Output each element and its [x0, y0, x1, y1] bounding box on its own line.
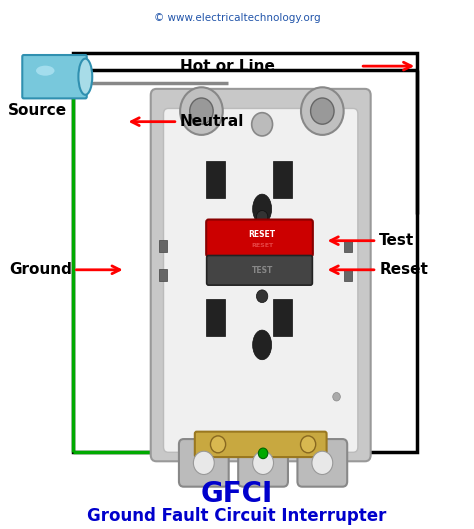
FancyBboxPatch shape: [195, 432, 327, 457]
Ellipse shape: [36, 66, 55, 76]
Bar: [273, 299, 292, 336]
Bar: [206, 299, 225, 336]
Circle shape: [301, 436, 316, 453]
Bar: [206, 161, 225, 198]
Ellipse shape: [253, 330, 272, 360]
FancyBboxPatch shape: [151, 89, 371, 461]
Circle shape: [180, 87, 223, 135]
FancyBboxPatch shape: [164, 108, 358, 452]
FancyBboxPatch shape: [238, 439, 288, 487]
Text: Ground: Ground: [9, 262, 73, 277]
FancyBboxPatch shape: [179, 439, 228, 487]
FancyBboxPatch shape: [22, 55, 87, 98]
Bar: [344, 269, 352, 281]
Text: GFCI: GFCI: [201, 480, 273, 508]
Circle shape: [333, 393, 340, 401]
Text: RESET: RESET: [251, 242, 273, 248]
Circle shape: [252, 113, 273, 136]
Text: Source: Source: [9, 103, 67, 118]
FancyBboxPatch shape: [207, 256, 312, 285]
Text: Electrical Technology: Electrical Technology: [229, 222, 295, 227]
FancyBboxPatch shape: [206, 220, 313, 257]
Text: Reset: Reset: [379, 262, 428, 277]
Circle shape: [253, 451, 273, 475]
Circle shape: [310, 98, 334, 124]
FancyBboxPatch shape: [298, 439, 347, 487]
Text: Ground Fault Circuit Interrupter: Ground Fault Circuit Interrupter: [87, 507, 387, 525]
Text: http://www.electricaltechnology.org/: http://www.electricaltechnology.org/: [218, 231, 306, 236]
Text: Hot or Line: Hot or Line: [180, 59, 275, 74]
Ellipse shape: [253, 194, 272, 224]
Text: Neutral: Neutral: [180, 114, 245, 129]
Text: © www.electricaltechnology.org: © www.electricaltechnology.org: [154, 13, 320, 23]
Circle shape: [256, 211, 268, 223]
Bar: [344, 240, 352, 252]
Bar: [159, 240, 167, 252]
Circle shape: [301, 87, 344, 135]
Ellipse shape: [78, 59, 92, 95]
Bar: [159, 269, 167, 281]
Circle shape: [210, 436, 226, 453]
Circle shape: [258, 448, 268, 459]
Circle shape: [193, 451, 214, 475]
Text: TEST: TEST: [251, 266, 273, 275]
Circle shape: [256, 290, 268, 303]
Text: Test: Test: [379, 233, 414, 248]
Circle shape: [312, 451, 333, 475]
Circle shape: [190, 98, 213, 124]
Bar: [73, 53, 417, 452]
Text: RESET: RESET: [248, 230, 276, 239]
Bar: [273, 161, 292, 198]
